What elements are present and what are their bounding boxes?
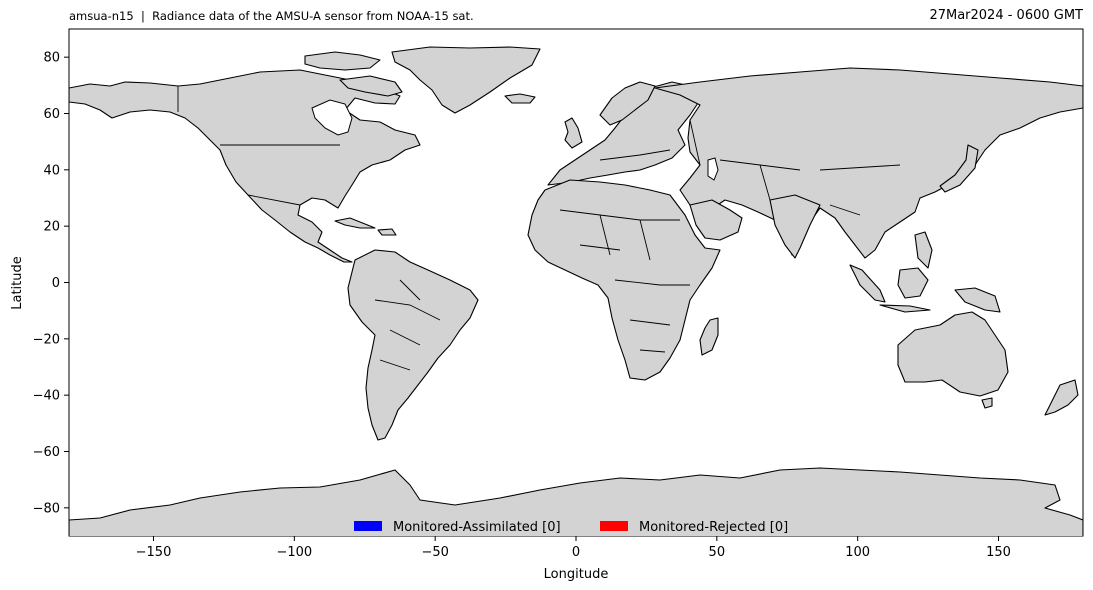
land-cuba xyxy=(334,217,376,229)
border-us-mexico xyxy=(247,194,301,206)
land-great-britain xyxy=(564,117,583,149)
land-iceland xyxy=(504,93,536,104)
land-baffin xyxy=(339,75,403,97)
land-south-america xyxy=(347,249,479,441)
land-india xyxy=(769,194,821,259)
legend-swatch-assimilated xyxy=(354,521,382,531)
chart-timestamp: 27Mar2024 - 0600 GMT xyxy=(929,8,1083,23)
land-japan xyxy=(939,144,979,193)
land-africa xyxy=(527,179,721,381)
land-java xyxy=(879,304,931,313)
caspian-sea xyxy=(707,157,719,181)
y-tick-label: 0 xyxy=(52,276,60,291)
x-tick-label: 0 xyxy=(572,545,580,560)
land-new-guinea xyxy=(954,287,1001,313)
x-axis: −150 −100 −50 0 50 100 150 xyxy=(136,536,1011,560)
land-scandinavia xyxy=(599,81,656,126)
borders-africa xyxy=(559,209,690,353)
land-arabia xyxy=(689,199,743,241)
y-tick-label: 60 xyxy=(43,107,60,122)
x-tick-label: −100 xyxy=(276,545,312,560)
land-borneo xyxy=(897,267,929,299)
hudson-bay xyxy=(311,99,353,136)
x-tick-label: −150 xyxy=(136,545,172,560)
legend: Monitored-Assimilated [0] Monitored-Reje… xyxy=(354,520,788,535)
y-tick-label: 80 xyxy=(43,51,60,66)
x-axis-label: Longitude xyxy=(544,567,609,582)
y-tick-label: −80 xyxy=(33,501,60,516)
y-tick-label: −60 xyxy=(33,445,60,460)
land-tasmania xyxy=(981,397,993,409)
borders-europe-asia xyxy=(599,119,901,216)
y-tick-label: −40 xyxy=(33,389,60,404)
x-tick-label: 100 xyxy=(845,545,870,560)
land-australia xyxy=(897,311,1009,397)
borders-south-america xyxy=(374,279,441,371)
land-greenland xyxy=(391,46,541,114)
y-axis-label: Latitude xyxy=(10,256,25,310)
land-sumatra xyxy=(849,264,886,303)
land-antarctica xyxy=(69,467,1083,536)
land-hispaniola xyxy=(377,228,397,236)
land-asia xyxy=(654,67,1083,259)
land-new-zealand xyxy=(1044,379,1079,416)
x-tick-label: 50 xyxy=(709,545,726,560)
basemap xyxy=(69,46,1083,536)
legend-swatch-rejected xyxy=(600,521,628,531)
land-arctic-islands xyxy=(304,51,381,71)
chart-title: amsua-n15 | Radiance data of the AMSU-A … xyxy=(69,9,474,23)
land-madagascar xyxy=(699,317,719,356)
y-tick-label: 20 xyxy=(43,220,60,235)
legend-label-assimilated: Monitored-Assimilated [0] xyxy=(393,520,561,535)
legend-label-rejected: Monitored-Rejected [0] xyxy=(639,520,788,535)
x-tick-label: −50 xyxy=(421,545,448,560)
x-tick-label: 150 xyxy=(986,545,1011,560)
y-axis: 80 60 40 20 0 −20 −40 −60 −80 xyxy=(33,51,69,516)
y-tick-label: 40 xyxy=(43,163,60,178)
land-philippines xyxy=(914,231,933,269)
y-tick-label: −20 xyxy=(33,332,60,347)
